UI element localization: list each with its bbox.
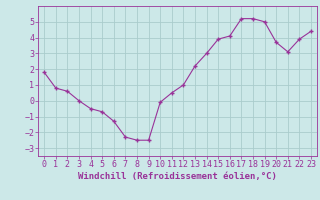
X-axis label: Windchill (Refroidissement éolien,°C): Windchill (Refroidissement éolien,°C) — [78, 172, 277, 181]
